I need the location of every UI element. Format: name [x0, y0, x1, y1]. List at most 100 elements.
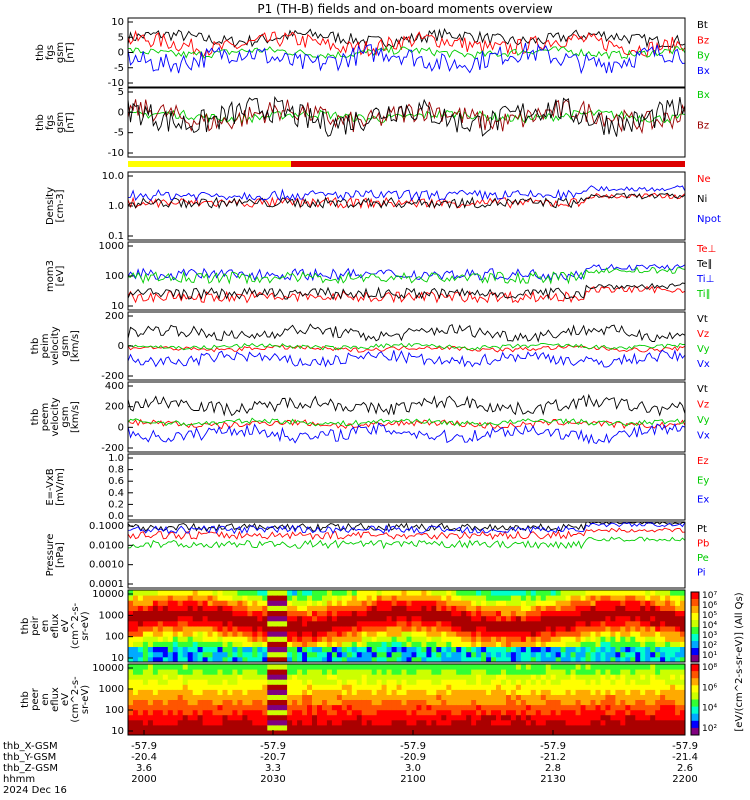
heatmap-cell: [147, 641, 154, 647]
heatmap-cell: [580, 590, 587, 596]
heatmap-cell: [535, 674, 542, 680]
heatmap-cell: [277, 605, 283, 611]
heatmap-cell: [436, 626, 442, 632]
heatmap-cell: [446, 709, 452, 716]
heatmap-cell: [297, 600, 303, 606]
heatmap-cell: [501, 684, 507, 690]
legend-label: Bz: [697, 35, 709, 46]
heatmap-cell: [133, 595, 139, 601]
heatmap-cell: [436, 684, 442, 690]
heatmap-cell: [510, 656, 517, 663]
heatmap-cell: [391, 684, 398, 690]
heatmap-cell: [227, 699, 233, 706]
heatmap-cell: [262, 689, 268, 695]
heatmap-cell: [535, 656, 542, 663]
heatmap-cell: [421, 689, 427, 695]
heatmap-cell: [336, 656, 343, 663]
heatmap-cell: [496, 631, 502, 637]
heatmap-cell: [501, 674, 507, 680]
y-axis-label: peim: [40, 333, 51, 358]
heatmap-cell: [252, 729, 258, 736]
heatmap-cell: [366, 595, 373, 601]
heatmap-cell: [322, 636, 328, 642]
heatmap-cell: [187, 704, 194, 711]
heatmap-cell: [147, 631, 154, 637]
heatmap-cell: [217, 729, 223, 736]
heatmap-cell: [506, 631, 512, 637]
heatmap-cell: [620, 656, 626, 663]
heatmap-cell: [267, 689, 273, 695]
y-tick-label: 5: [118, 87, 124, 98]
heatmap-cell: [650, 669, 656, 675]
heatmap-cell: [376, 620, 383, 627]
heatmap-cell: [535, 590, 542, 596]
heatmap-cell: [133, 631, 139, 637]
heatmap-cell: [510, 699, 517, 706]
heatmap-cell: [217, 674, 223, 680]
heatmap-cell: [585, 679, 591, 685]
heatmap-cell: [312, 714, 318, 721]
heatmap-cell: [645, 679, 651, 685]
heatmap-cell: [491, 674, 497, 680]
heatmap-cell: [187, 656, 194, 663]
heatmap-cell: [660, 651, 666, 658]
heatmap-cell: [585, 684, 591, 690]
heatmap-cell: [227, 709, 233, 716]
heatmap-cell: [351, 719, 358, 726]
y-axis-label: thb: [35, 44, 46, 61]
heatmap-cell: [247, 719, 253, 726]
heatmap-cell: [620, 679, 626, 685]
heatmap-cell: [655, 689, 661, 695]
heatmap-cell: [515, 626, 522, 632]
heatmap-cell: [391, 704, 398, 711]
heatmap-cell: [645, 615, 651, 622]
heatmap-cell: [336, 636, 343, 642]
heatmap-cell: [182, 684, 189, 690]
heatmap-cell: [252, 699, 258, 706]
legend-label: Bx: [697, 66, 710, 77]
heatmap-cell: [550, 631, 557, 637]
heatmap-cell: [535, 689, 542, 695]
heatmap-cell: [436, 714, 442, 721]
heatmap-cell: [192, 709, 199, 716]
heatmap-cell: [665, 679, 671, 685]
heatmap-cell: [436, 664, 442, 670]
heatmap-cell: [292, 595, 298, 601]
heatmap-cell: [555, 620, 562, 627]
heatmap-cell: [381, 626, 388, 632]
heatmap-cell: [247, 669, 253, 675]
heatmap-cell: [267, 605, 273, 611]
heatmap-cell: [605, 699, 611, 706]
heatmap-cell: [620, 699, 626, 706]
heatmap-cell: [615, 674, 621, 680]
heatmap-cell: [386, 664, 393, 670]
heatmap-cell: [426, 626, 432, 632]
heatmap-cell: [292, 600, 298, 606]
heatmap-cell: [560, 704, 567, 711]
heatmap-cell: [481, 684, 487, 690]
heatmap-cell: [351, 729, 358, 736]
heatmap-cell: [322, 590, 328, 596]
heatmap-cell: [466, 664, 472, 670]
heatmap-cell: [227, 651, 233, 658]
x-axis-value: -20.9: [400, 752, 426, 763]
heatmap-cell: [625, 674, 631, 680]
heatmap-cell: [466, 626, 472, 632]
heatmap-cell: [217, 709, 223, 716]
heatmap-cell: [540, 605, 547, 611]
legend-label: Vx: [697, 359, 710, 370]
heatmap-cell: [456, 636, 462, 642]
heatmap-cell: [550, 689, 557, 695]
heatmap-cell: [307, 641, 313, 647]
heatmap-cell: [322, 689, 328, 695]
heatmap-cell: [421, 641, 427, 647]
heatmap-cell: [322, 694, 328, 700]
heatmap-cell: [336, 595, 343, 601]
heatmap-cell: [287, 595, 293, 601]
heatmap-cell: [257, 704, 263, 711]
heatmap-cell: [625, 610, 631, 617]
heatmap-cell: [262, 651, 268, 658]
heatmap-cell: [227, 646, 233, 653]
heatmap-cell: [227, 669, 233, 675]
heatmap-cell: [670, 656, 676, 663]
